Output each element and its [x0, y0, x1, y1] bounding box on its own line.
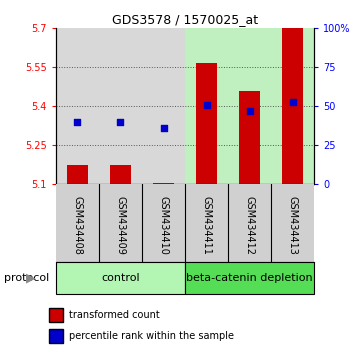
Bar [56, 262, 185, 294]
Text: GSM434410: GSM434410 [158, 196, 169, 255]
Text: GSM434409: GSM434409 [116, 196, 126, 255]
Text: GSM434413: GSM434413 [288, 196, 297, 255]
Bar [110, 165, 131, 184]
Bar [282, 28, 303, 184]
Point [75, 119, 81, 125]
Text: GSM434411: GSM434411 [201, 196, 212, 255]
Bar [99, 28, 142, 184]
Bar [239, 91, 260, 184]
Text: transformed count: transformed count [69, 310, 159, 320]
Bar [228, 28, 271, 184]
Bar [185, 28, 228, 184]
Title: GDS3578 / 1570025_at: GDS3578 / 1570025_at [112, 13, 258, 26]
Point [161, 125, 166, 131]
Text: protocol: protocol [4, 273, 49, 283]
Bar [271, 28, 314, 184]
Point [247, 108, 252, 114]
Bar [67, 165, 88, 184]
Bar [142, 28, 185, 184]
Point [204, 102, 209, 108]
Bar [185, 262, 314, 294]
Bar [56, 28, 99, 184]
Text: GSM434412: GSM434412 [244, 196, 255, 255]
Point [118, 119, 123, 125]
Bar [196, 63, 217, 184]
Text: beta-catenin depletion: beta-catenin depletion [186, 273, 313, 283]
Text: GSM434408: GSM434408 [73, 196, 82, 255]
Text: percentile rank within the sample: percentile rank within the sample [69, 331, 234, 341]
Bar [153, 183, 174, 184]
Point [290, 99, 295, 104]
Text: ▶: ▶ [26, 272, 35, 284]
Text: control: control [101, 273, 140, 283]
